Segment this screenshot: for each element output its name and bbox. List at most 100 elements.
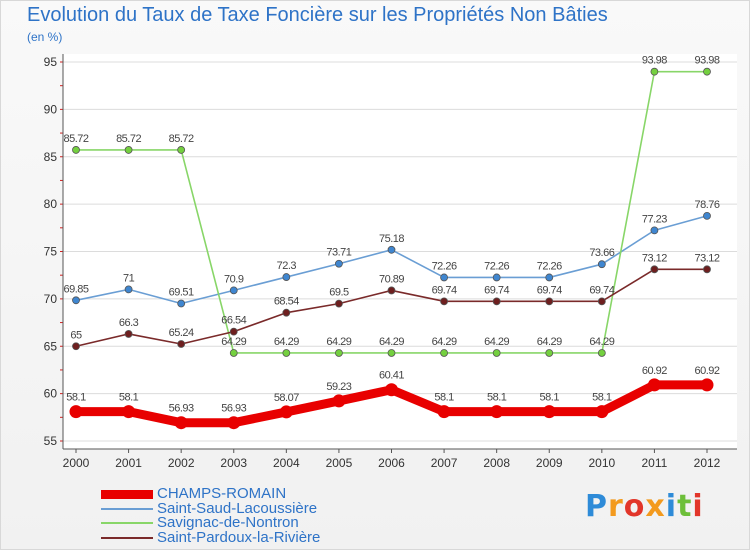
data-point: [545, 297, 554, 306]
data-point: [545, 273, 554, 282]
y-tick-label: 65: [44, 339, 58, 353]
x-tick-label: 2012: [694, 456, 721, 470]
data-point: [177, 299, 186, 308]
y-tick-label: 85: [44, 150, 58, 164]
x-tick-label: 2002: [168, 456, 195, 470]
data-label: 69.5: [329, 287, 349, 299]
data-label: 56.93: [221, 403, 246, 415]
x-tick-label: 2009: [536, 456, 563, 470]
data-point: [72, 296, 80, 305]
data-label: 93.98: [694, 55, 719, 67]
data-point: [597, 260, 606, 269]
data-point: [703, 67, 711, 76]
data-point: [229, 286, 238, 295]
y-tick-label: 90: [44, 102, 58, 116]
data-label: 85.72: [169, 133, 194, 145]
legend-swatch: [101, 508, 153, 510]
data-label: 69.85: [63, 283, 88, 295]
data-label: 73.71: [326, 247, 351, 259]
data-label: 56.93: [169, 403, 194, 415]
data-label: 85.72: [63, 133, 88, 145]
data-point: [227, 416, 241, 430]
data-label: 64.29: [221, 336, 246, 348]
legend-label: Saint-Saud-Lacoussière: [157, 500, 318, 517]
x-tick-label: 2007: [431, 456, 458, 470]
data-label: 60.92: [694, 365, 719, 377]
data-label: 72.3: [277, 260, 297, 272]
x-tick-label: 2003: [220, 456, 247, 470]
data-point: [650, 67, 659, 76]
data-point: [177, 340, 186, 348]
legend-label: Saint-Pardoux-la-Rivière: [157, 529, 321, 546]
data-point: [124, 285, 133, 294]
data-point: [440, 273, 448, 282]
data-point: [332, 394, 346, 408]
data-label: 59.23: [326, 381, 351, 393]
data-label: 58.1: [592, 392, 612, 404]
y-tick-label: 75: [44, 245, 58, 259]
data-point: [492, 349, 501, 357]
data-point: [647, 378, 661, 392]
data-point: [387, 245, 396, 254]
data-point: [177, 146, 186, 154]
x-tick-label: 2011: [642, 456, 668, 470]
data-label: 64.29: [274, 336, 299, 348]
data-point: [545, 349, 554, 357]
data-label: 72.26: [537, 260, 562, 272]
data-point: [440, 349, 448, 357]
data-label: 58.1: [119, 392, 139, 404]
data-point: [229, 327, 238, 336]
data-label: 64.29: [537, 336, 562, 348]
data-label: 58.1: [540, 392, 560, 404]
data-label: 64.29: [326, 336, 351, 348]
data-label: 72.26: [484, 260, 509, 272]
data-label: 66.54: [221, 315, 246, 327]
data-label: 58.1: [434, 392, 454, 404]
data-point: [335, 299, 343, 308]
data-point: [72, 146, 80, 154]
data-label: 64.29: [589, 336, 614, 348]
legend-swatch: [101, 537, 153, 539]
data-label: 69.74: [589, 284, 614, 296]
data-point: [490, 405, 504, 419]
data-label: 73.66: [589, 247, 614, 259]
data-label: 58.1: [487, 392, 507, 404]
data-point: [703, 211, 711, 220]
legend-swatch: [101, 522, 153, 524]
data-label: 60.41: [379, 370, 404, 382]
data-label: 68.54: [274, 296, 299, 308]
data-point: [335, 259, 343, 268]
data-point: [174, 416, 188, 430]
data-point: [597, 349, 606, 357]
y-tick-label: 70: [44, 292, 58, 306]
data-label: 58.1: [66, 392, 86, 404]
data-point: [385, 383, 398, 397]
data-point: [229, 349, 238, 357]
data-label: 65.24: [169, 327, 194, 339]
data-label: 70.89: [379, 273, 404, 285]
data-point: [282, 349, 291, 357]
data-point: [282, 273, 291, 281]
data-label: 78.76: [694, 199, 719, 211]
proxiti-logo: Proxiti: [585, 489, 704, 524]
data-point: [542, 405, 556, 419]
data-label: 70.9: [224, 273, 244, 285]
data-point: [122, 405, 136, 419]
data-point: [279, 405, 293, 419]
data-label: 72.26: [432, 260, 457, 272]
data-point: [703, 265, 711, 274]
chart-title: Evolution du Taux de Taxe Foncière sur l…: [27, 4, 608, 26]
x-tick-label: 2010: [588, 456, 615, 470]
legend-label: Savignac-de-Nontron: [157, 514, 299, 531]
y-tick-label: 80: [44, 197, 58, 211]
data-point: [72, 342, 80, 351]
data-point: [387, 286, 396, 295]
data-label: 64.29: [379, 336, 404, 348]
data-label: 77.23: [642, 213, 667, 225]
data-point: [69, 405, 83, 419]
data-label: 73.12: [694, 252, 719, 264]
data-label: 69.74: [537, 284, 562, 296]
data-label: 93.98: [642, 55, 667, 67]
x-tick-label: 2006: [378, 456, 405, 470]
